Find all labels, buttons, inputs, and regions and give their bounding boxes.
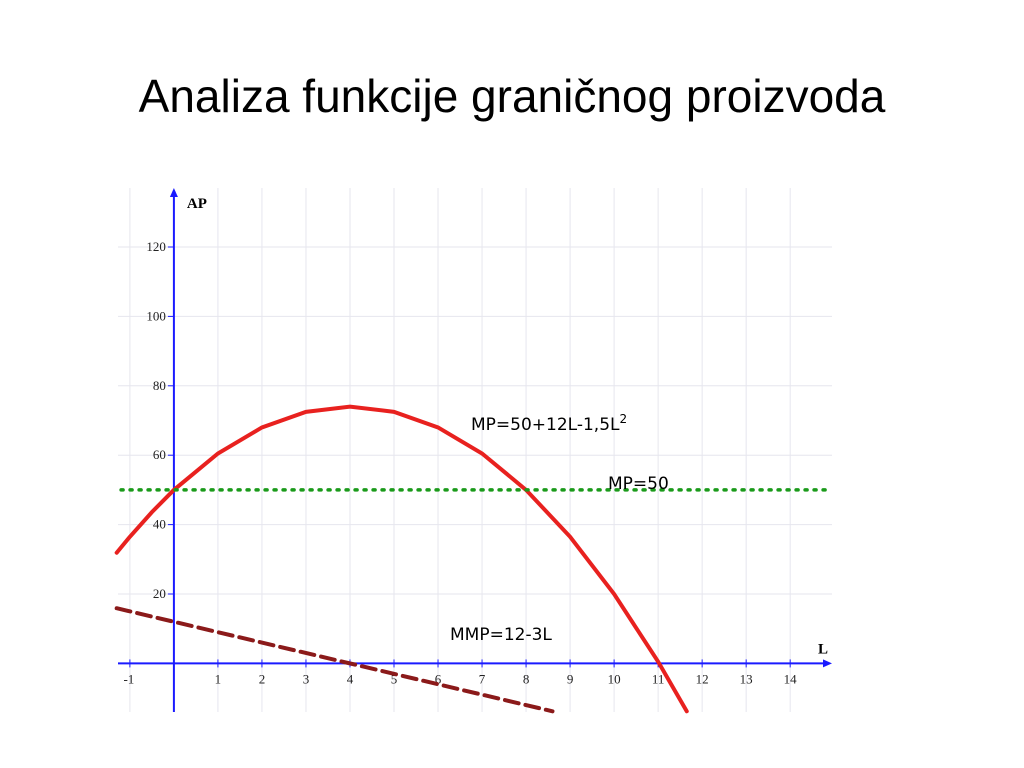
annotation: MP=50+12L-1,5L2 xyxy=(471,412,627,435)
x-tick-label: 14 xyxy=(784,671,798,686)
annotation-superscript: 2 xyxy=(619,412,627,426)
x-tick-label: 8 xyxy=(523,671,530,686)
annotation: MMP=12-3L xyxy=(450,625,552,645)
x-tick-label: 10 xyxy=(608,671,621,686)
x-tick-label: 7 xyxy=(479,671,486,686)
y-tick-label: 80 xyxy=(153,378,166,393)
y-axis-label: AP xyxy=(187,196,207,212)
x-tick-label: 4 xyxy=(347,671,354,686)
y-tick-label: 120 xyxy=(146,239,166,254)
annotation: MP=50 xyxy=(608,474,669,494)
y-tick-label: 40 xyxy=(153,517,166,532)
y-axis-arrow xyxy=(169,188,178,197)
y-tick-label: 60 xyxy=(153,447,166,462)
data-line xyxy=(114,404,689,714)
x-tick-label: 9 xyxy=(567,671,574,686)
x-tick-label: 1 xyxy=(215,671,222,686)
y-tick-label: 100 xyxy=(146,308,166,323)
slide-title: Analiza funkcije graničnog proizvoda xyxy=(139,70,886,122)
x-tick-label: 13 xyxy=(740,671,753,686)
x-tick-label: 12 xyxy=(696,671,709,686)
x-tick-label: 6 xyxy=(435,671,442,686)
x-tick-label: 11 xyxy=(652,671,665,686)
x-axis-arrow xyxy=(823,659,832,668)
x-tick-label: 3 xyxy=(303,671,310,686)
data-line xyxy=(114,606,555,714)
x-tick-label: 5 xyxy=(391,671,398,686)
annotation-text: MP=50+12L-1,5L xyxy=(471,415,620,435)
annotation-text: MMP=12-3L xyxy=(450,625,552,645)
x-axis-label: L xyxy=(818,641,828,657)
x-tick-label: 2 xyxy=(259,671,266,686)
annotation-text: MP=50 xyxy=(608,474,669,494)
x-tick-label: -1 xyxy=(123,671,134,686)
y-tick-label: 20 xyxy=(153,586,166,601)
